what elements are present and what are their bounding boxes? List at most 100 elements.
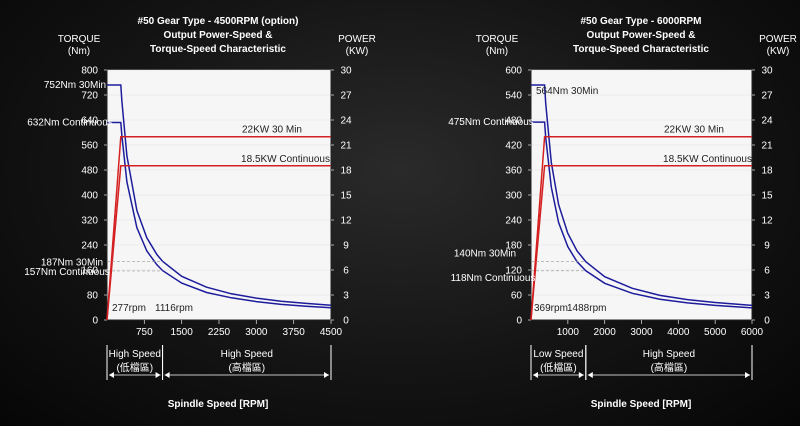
torque-tick-label: 480 [81, 166, 98, 177]
power-axis-title: (KW) [346, 46, 369, 57]
power-annotation: 22KW 30 Min [664, 125, 724, 136]
power-axis-title: POWER [759, 34, 797, 45]
speed-tick-label: 3000 [630, 327, 653, 338]
range-arrowhead [587, 372, 593, 378]
range-sublabel: (高檔區) [228, 361, 265, 374]
torque-tick-label: 480 [505, 116, 522, 127]
torque-annotation: 632Nm Continuous [27, 118, 113, 129]
torque-annotation: 118Nm Continuous [451, 273, 536, 284]
speed-tick-label: 5000 [704, 327, 727, 338]
power-axis-title: (KW) [767, 46, 790, 57]
chart-title-line: #50 Gear Type - 4500RPM (option) [138, 16, 299, 27]
torque-axis-title: (Nm) [486, 46, 508, 57]
torque-tick-label: 180 [505, 241, 522, 252]
speed-tick-label: 2000 [594, 327, 617, 338]
chart-title-line: Torque-Speed Characteristic [573, 44, 709, 55]
range-arrowhead [109, 372, 114, 378]
power-annotation: 18.5KW Continuous [241, 154, 330, 165]
range-arrowhead [164, 372, 170, 378]
torque-axis-title: (Nm) [68, 46, 90, 57]
torque-tick-label: 320 [81, 216, 98, 227]
power-tick-label: 15 [340, 191, 352, 202]
power-tick-label: 27 [761, 91, 773, 102]
torque-tick-label: 300 [505, 191, 522, 202]
range-arrowhead [533, 372, 538, 378]
torque-tick-label: 160 [81, 266, 98, 277]
power-annotation: 22KW 30 Min [242, 125, 302, 136]
torque-tick-label: 80 [87, 291, 99, 302]
torque-tick-label: 800 [81, 66, 98, 77]
range-sublabel: (高檔區) [651, 361, 688, 374]
range-label: High Speed [643, 349, 695, 360]
power-tick-label: 27 [340, 91, 352, 102]
speed-annotation: 1116rpm [155, 303, 193, 314]
speed-tick-label: 2250 [208, 327, 231, 338]
range-sublabel: (低檔區) [116, 361, 153, 374]
speed-tick-label: 4000 [667, 327, 690, 338]
power-annotation: 18.5KW Continuous [663, 154, 752, 165]
chart-2: #50 Gear Type - 6000RPM Output Power-Spee… [448, 16, 797, 410]
speed-tick-label: 1500 [171, 327, 194, 338]
torque-tick-label: 360 [505, 166, 522, 177]
power-tick-label: 6 [343, 266, 349, 277]
torque-annotation: 157Nm Continuous [24, 267, 110, 278]
range-arrowhead [155, 372, 161, 378]
speed-annotation: 1488rpm [567, 303, 606, 314]
power-curve [106, 135, 331, 321]
power-tick-label: 21 [340, 141, 352, 152]
speed-axis-title: Spindle Speed [RPM] [168, 399, 269, 410]
power-tick-label: 9 [343, 241, 349, 252]
power-tick-label: 18 [340, 166, 352, 177]
power-curve [106, 165, 331, 321]
power-curve [530, 165, 752, 321]
power-tick-label: 0 [343, 316, 349, 327]
torque-curve [107, 121, 332, 309]
power-tick-label: 24 [340, 116, 352, 127]
torque-annotation: 140Nm 30Min [454, 249, 516, 260]
torque-tick-label: 0 [92, 316, 98, 327]
range-label: High Speed [221, 349, 273, 360]
power-tick-label: 0 [764, 316, 770, 327]
torque-axis-title: TORQUE [476, 34, 519, 45]
torque-tick-label: 60 [511, 291, 523, 302]
chart-title-line: Torque-Speed Characteristic [150, 44, 286, 55]
torque-annotation: 752Nm 30Min [44, 80, 106, 91]
torque-tick-label: 240 [81, 241, 98, 252]
range-label: High Speed [109, 349, 161, 360]
speed-tick-label: 3000 [245, 327, 268, 338]
torque-tick-label: 600 [505, 66, 522, 77]
torque-tick-label: 640 [81, 116, 98, 127]
range-sublabel: (低檔區) [540, 361, 577, 374]
speed-annotation: 369rpm [534, 303, 568, 314]
power-tick-label: 21 [761, 141, 773, 152]
range-arrowhead [578, 372, 584, 378]
chart-title-line: Output Power-Speed & [587, 30, 696, 41]
range-arrowhead [745, 372, 750, 378]
power-tick-label: 24 [761, 116, 773, 127]
torque-tick-label: 720 [81, 91, 98, 102]
torque-tick-label: 560 [81, 141, 98, 152]
power-tick-label: 3 [764, 291, 770, 302]
torque-tick-label: 0 [516, 316, 522, 327]
power-tick-label: 3 [343, 291, 349, 302]
power-tick-label: 12 [761, 216, 773, 227]
power-axis-title: POWER [338, 34, 376, 45]
power-tick-label: 30 [761, 66, 773, 77]
power-tick-label: 12 [340, 216, 352, 227]
torque-tick-label: 420 [505, 141, 522, 152]
torque-tick-label: 240 [505, 216, 522, 227]
speed-tick-label: 3750 [283, 327, 306, 338]
torque-tick-label: 120 [505, 266, 522, 277]
torque-curve [531, 84, 753, 307]
speed-tick-label: 6000 [741, 327, 764, 338]
torque-annotation: 564Nm 30Min [536, 86, 598, 97]
chart-1: #50 Gear Type - 4500RPM (option) Output P… [24, 16, 376, 410]
torque-curve [107, 84, 332, 307]
speed-annotation: 277rpm [112, 303, 146, 314]
torque-curve [531, 121, 753, 309]
speed-tick-label: 1000 [557, 327, 580, 338]
speed-tick-label: 4500 [320, 327, 343, 338]
power-tick-label: 6 [764, 266, 770, 277]
torque-tick-label: 400 [81, 191, 98, 202]
